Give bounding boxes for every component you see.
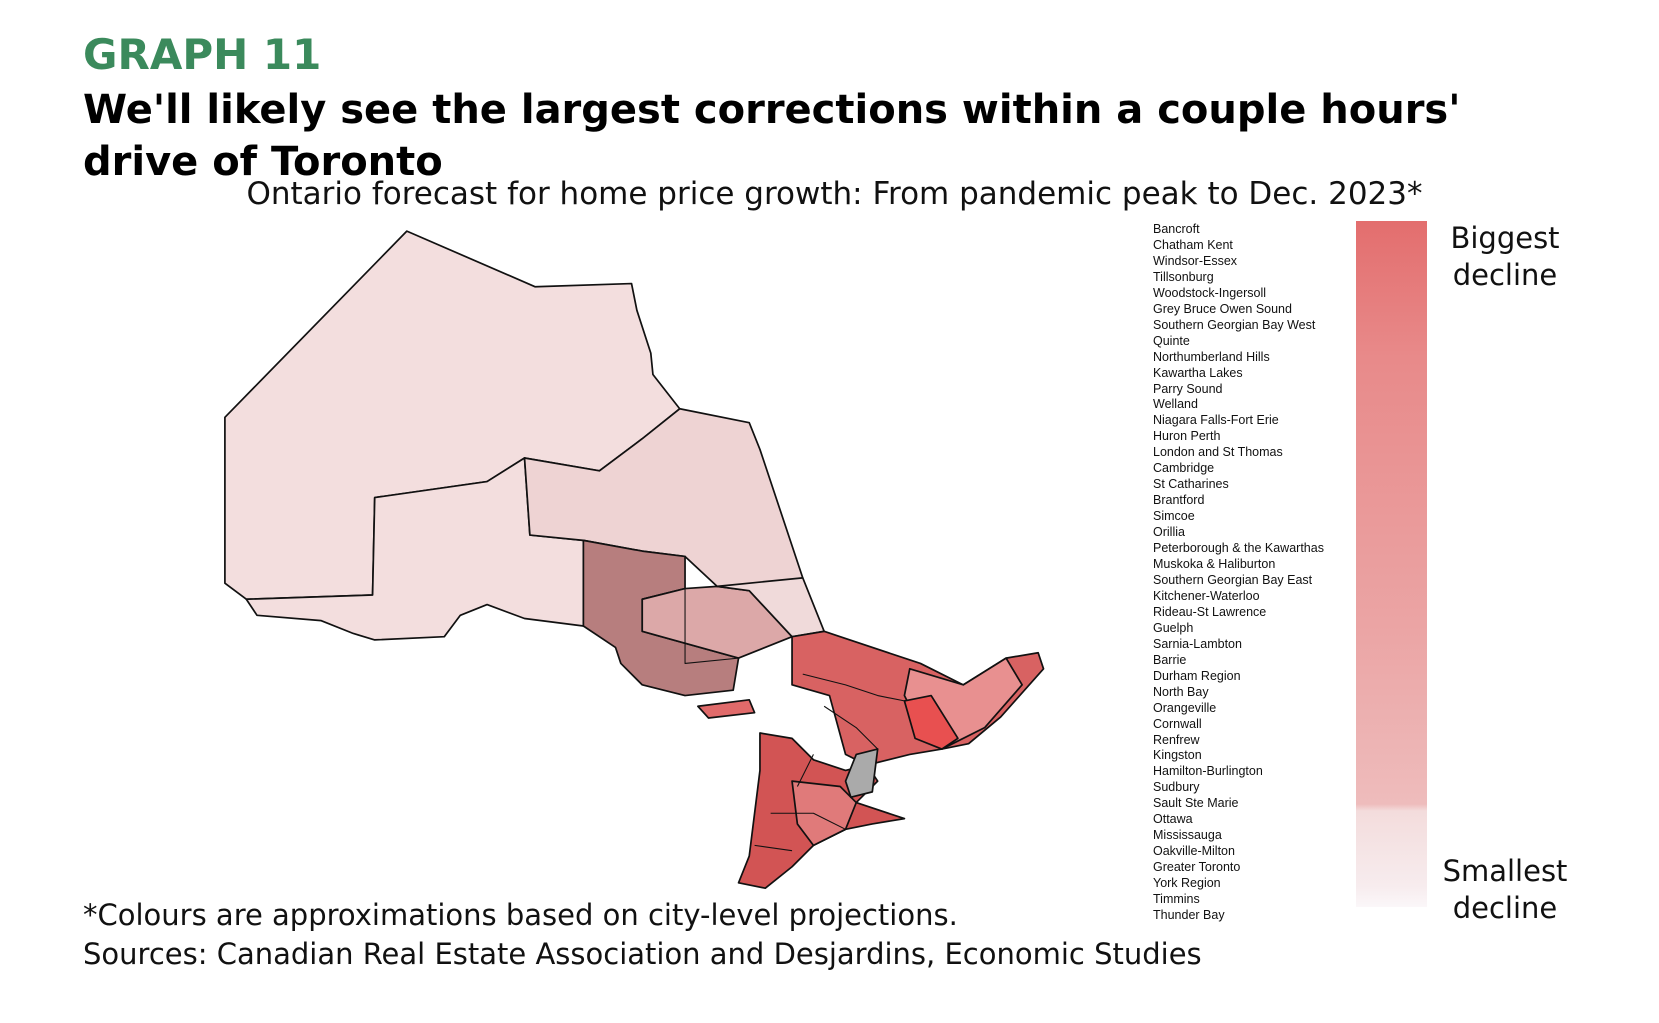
legend-region: Renfrew <box>1153 732 1200 747</box>
legend-region: York Region <box>1153 876 1221 891</box>
legend-region: Northumberland Hills <box>1153 349 1270 364</box>
legend-region: Kingston <box>1153 748 1202 763</box>
legend-top-label: Biggest decline <box>1450 221 1560 292</box>
legend-region: Huron Perth <box>1153 429 1221 444</box>
color-scale <box>1356 221 1427 907</box>
legend-region: Windsor-Essex <box>1153 253 1238 268</box>
legend-region: Simcoe <box>1153 509 1195 524</box>
legend-region: North Bay <box>1153 684 1209 699</box>
legend-region: Welland <box>1153 397 1198 412</box>
legend-region: Chatham Kent <box>1153 237 1233 252</box>
region-algoma <box>582 539 740 697</box>
legend-region: St Catharines <box>1153 477 1229 492</box>
legend-region: Durham Region <box>1153 668 1241 683</box>
legend-bottom-label: Smallest decline <box>1442 854 1568 925</box>
sources: Sources: Canadian Real Estate Associatio… <box>83 937 1202 971</box>
legend-region: Peterborough & the Kawarthas <box>1153 541 1324 556</box>
legend-region: Sudbury <box>1153 780 1200 795</box>
graph-label: GRAPH 11 <box>83 30 322 79</box>
legend-region: Kawartha Lakes <box>1153 365 1243 380</box>
legend-region: Quinte <box>1153 333 1190 348</box>
legend-region: Parry Sound <box>1153 381 1223 396</box>
legend-region: Grey Bruce Owen Sound <box>1153 301 1292 316</box>
legend-region: Mississauga <box>1153 828 1222 843</box>
legend-region: Sault Ste Marie <box>1153 796 1239 811</box>
title: We'll likely see the largest corrections… <box>83 87 1461 185</box>
legend-region: Rideau-St Lawrence <box>1153 604 1267 619</box>
legend-region: Sarnia-Lambton <box>1153 636 1242 651</box>
legend-region: Niagara Falls-Fort Erie <box>1153 413 1279 428</box>
legend-region: Kitchener-Waterloo <box>1153 588 1260 603</box>
legend-region: Cornwall <box>1153 716 1202 731</box>
legend-region: Barrie <box>1153 652 1187 667</box>
legend-region: Orillia <box>1153 525 1185 540</box>
footnote: *Colours are approximations based on cit… <box>83 898 958 932</box>
legend-region: Southern Georgian Bay West <box>1153 317 1316 332</box>
legend-region: Southern Georgian Bay East <box>1153 572 1313 587</box>
legend-region: London and St Thomas <box>1153 445 1283 460</box>
legend-list: Bancroft Chatham Kent Windsor-Essex Tillson… <box>1153 222 1324 924</box>
legend-region: Thunder Bay <box>1153 907 1225 922</box>
legend-region: Oakville-Milton <box>1153 844 1235 859</box>
legend-region: Cambridge <box>1153 461 1215 476</box>
legend-region: Timmins <box>1153 892 1200 907</box>
legend-region: Greater Toronto <box>1153 860 1241 875</box>
region-gta <box>844 748 879 799</box>
legend-region: Woodstock-Ingersoll <box>1153 285 1267 300</box>
legend-region: Hamilton-Burlington <box>1153 764 1263 779</box>
legend-region: Guelph <box>1153 620 1194 635</box>
region-manitoulin <box>697 698 756 719</box>
legend-region: Bancroft <box>1153 222 1200 236</box>
legend-region: Ottawa <box>1153 812 1193 827</box>
subtitle: Ontario forecast for home price growth: … <box>246 176 1423 212</box>
legend-region: Muskoka & Haliburton <box>1153 557 1276 572</box>
legend-region: Brantford <box>1153 493 1205 508</box>
legend-region: Tillsonburg <box>1153 269 1214 284</box>
legend-region: Orangeville <box>1153 700 1217 715</box>
region-lines <box>642 588 905 852</box>
region-peterborough <box>903 694 959 750</box>
